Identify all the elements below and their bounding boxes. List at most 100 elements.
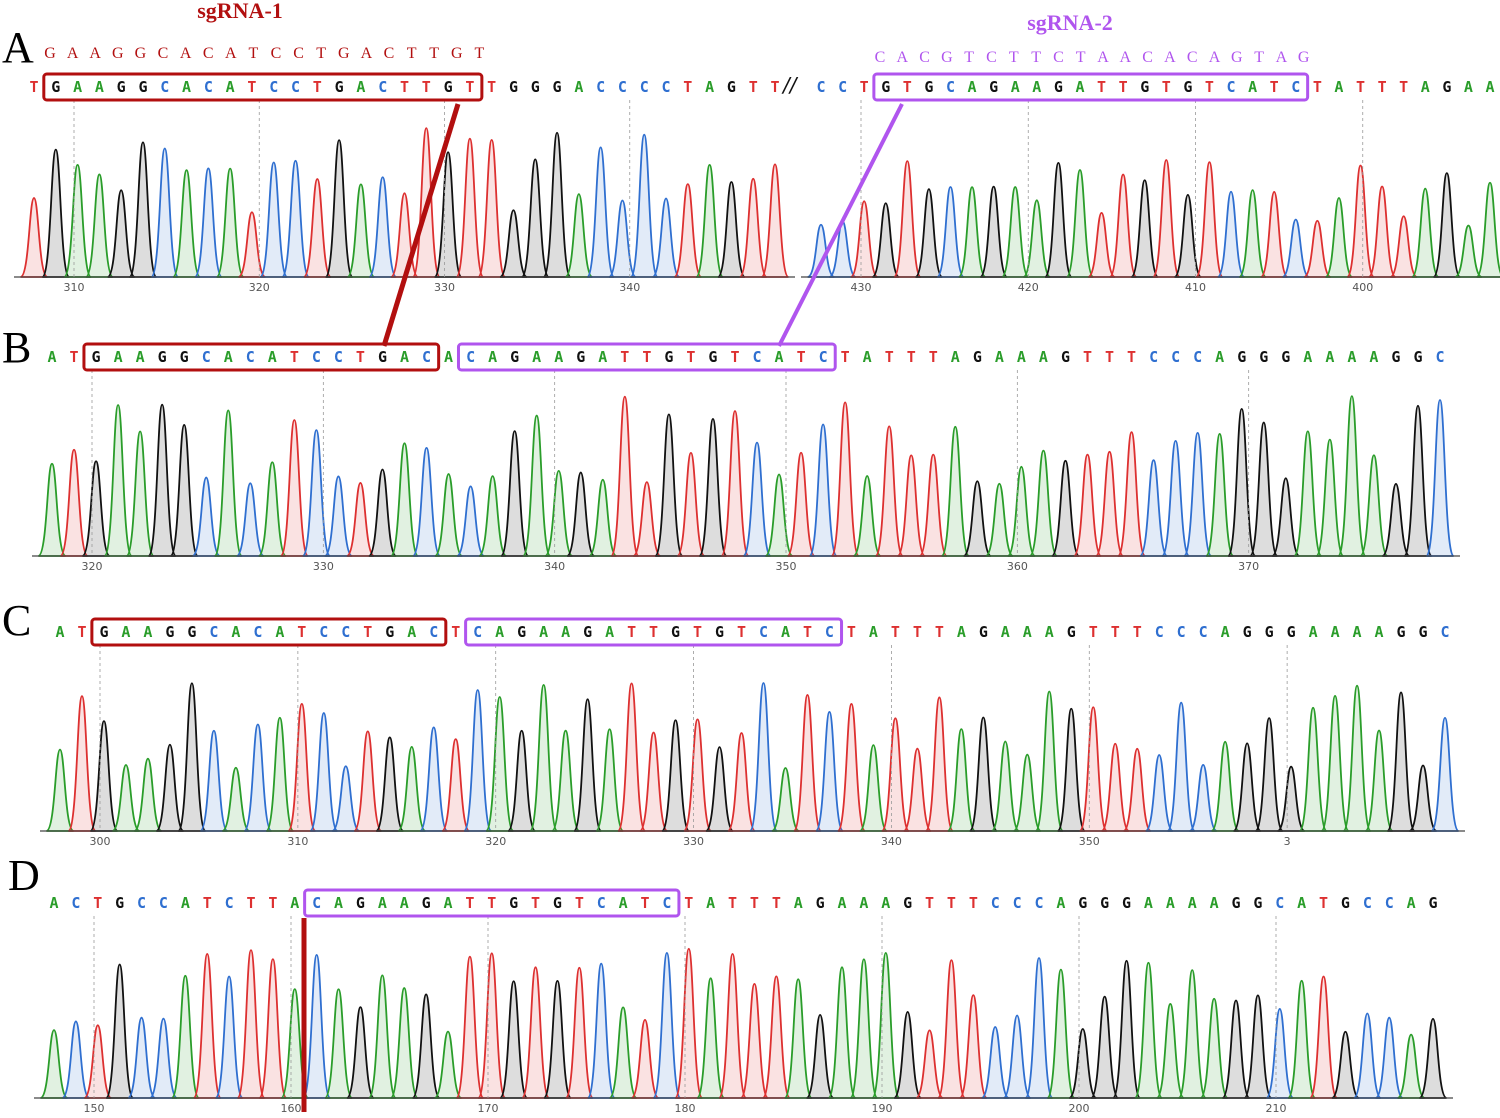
sgrna1-sequence-letter: G [451,45,463,62]
base-call: T [247,78,256,96]
trace-peak [1425,399,1455,557]
tick-label: 320 [485,835,506,848]
base-call: T [627,623,636,641]
tick-label: 190 [872,1102,893,1115]
base-call: C [253,623,262,641]
trace-peak [1046,968,1076,1099]
trace-peak [59,448,89,557]
trace-peak [984,482,1014,557]
trace-peak [1094,450,1125,557]
trace-peak [718,952,748,1099]
trace-peak [1430,716,1460,832]
base-call: A [495,623,504,641]
base-call: T [1105,348,1114,366]
base-call: A [794,894,803,912]
base-call: A [881,894,890,912]
base-call: G [180,348,189,366]
trace-peak [397,745,427,832]
base-call: C [753,348,762,366]
base-call: A [1023,623,1032,641]
base-call: G [1140,78,1149,96]
sgrna1-sequence-letter: A [89,45,101,62]
base-call: A [55,623,64,641]
sgrna1-sequence-letter: T [407,45,417,62]
trace-peak [105,963,135,1099]
base-call: T [1313,78,1322,96]
trace-peak [783,978,813,1099]
base-call: G [1061,348,1070,366]
base-call: C [1193,348,1202,366]
trace-peak [172,169,201,278]
trace-peak [827,966,857,1099]
base-call: C [1440,623,1449,641]
base-call: A [275,623,284,641]
trace-peak [1359,454,1389,557]
trace-peak [477,138,507,278]
trace-peak [1403,404,1433,557]
base-call: C [422,348,431,366]
trace-peak [1227,407,1257,557]
base-call: T [803,623,812,641]
trace-peak [1028,449,1058,557]
trace-peak [1249,421,1279,557]
base-call: G [517,623,526,641]
sgrna2-target-box [872,72,1310,102]
base-call: T [913,623,922,641]
base-call: T [1270,78,1279,96]
base-call: T [929,348,938,366]
trace-peak [1364,729,1394,832]
trace-peak [1281,218,1311,278]
sgrna2-sequence-letter: C [1053,49,1064,66]
trace-peak [676,452,706,557]
base-call: G [187,623,196,641]
trace-peak [1342,684,1372,832]
base-call: A [356,78,365,96]
base-call: G [924,78,933,96]
base-call: C [991,894,1000,912]
base-call: A [268,348,277,366]
base-call: A [1309,623,1318,641]
base-call: T [1378,78,1387,96]
base-call: C [597,894,606,912]
trace-peak [630,1018,660,1099]
base-call: A [605,623,614,641]
trace-peak [1056,707,1086,832]
base-call: C [246,348,255,366]
base-call: A [539,623,548,641]
tick-label: 430 [851,281,872,294]
base-call: C [204,78,213,96]
trace-peak [507,729,537,832]
trace-peak [177,682,207,832]
base-call: C [312,348,321,366]
trace-peak [1315,438,1345,557]
base-call: G [1078,894,1087,912]
base-call: A [231,623,240,641]
base-call: A [400,894,409,912]
trace-peak [893,160,922,278]
base-call: G [115,894,124,912]
base-call: C [662,78,671,96]
base-call: A [706,894,715,912]
base-call: A [869,623,878,641]
trace-peak [1243,994,1273,1099]
base-call: A [488,348,497,366]
trace-peak [830,401,860,557]
sgrna1-sequence-letter: T [249,45,259,62]
base-call: A [1166,894,1175,912]
trace-peak [814,711,844,832]
base-call: A [968,78,977,96]
trace-peak [770,767,800,832]
base-call: C [291,78,300,96]
trace-peak [243,723,273,832]
base-call: C [137,894,146,912]
trace-peak [61,1020,91,1099]
base-call: T [1162,78,1171,96]
trace-peak [1177,969,1207,1099]
base-call: C [1199,623,1208,641]
trace-peak [485,696,515,832]
base-call: C [225,894,234,912]
base-call: G [385,623,394,641]
base-call: T [686,348,695,366]
trace-peak [720,410,750,557]
sgrna2-sequence-letter: G [941,49,953,66]
